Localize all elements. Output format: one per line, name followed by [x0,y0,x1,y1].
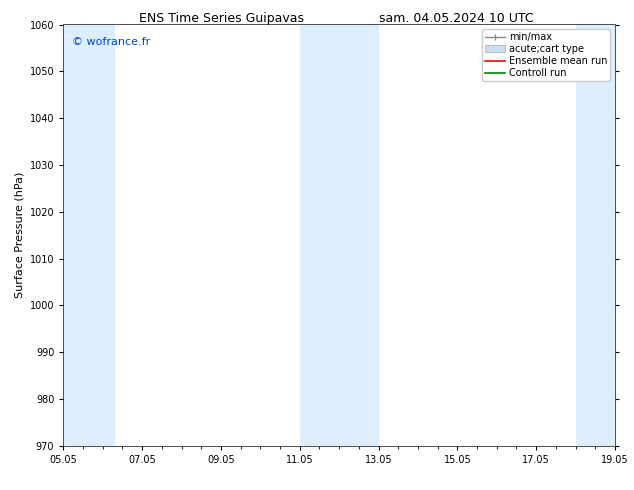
Text: ENS Time Series Guipavas: ENS Time Series Guipavas [139,12,304,25]
Legend: min/max, acute;cart type, Ensemble mean run, Controll run: min/max, acute;cart type, Ensemble mean … [482,29,610,81]
Text: © wofrance.fr: © wofrance.fr [72,37,150,47]
Text: sam. 04.05.2024 10 UTC: sam. 04.05.2024 10 UTC [379,12,534,25]
Y-axis label: Surface Pressure (hPa): Surface Pressure (hPa) [14,172,24,298]
Bar [576,24,615,446]
Bar [300,24,378,446]
Bar [63,24,115,446]
